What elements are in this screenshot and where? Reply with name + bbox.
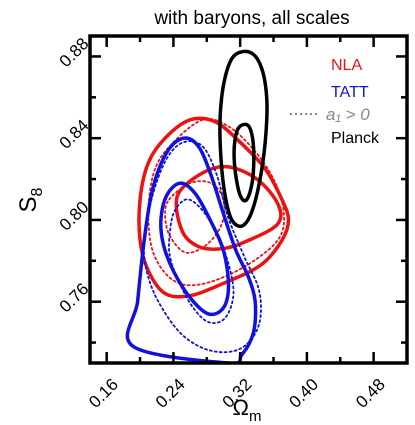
legend-label-nla: NLA (331, 57, 362, 74)
plot-frame (88, 34, 409, 365)
legend-label-a1: a₁ > 0 (326, 105, 370, 124)
contour-3-1 (168, 198, 235, 324)
x-tick-label: 0.48 (352, 375, 389, 412)
contour-4-1 (232, 122, 256, 203)
contour-1-1 (164, 180, 226, 254)
contour-1-0 (147, 118, 285, 287)
contour-layer (125, 49, 291, 363)
y-tick-labels: 0.76 0.80 0.84 0.88 (56, 34, 93, 316)
y-tick-label: 0.80 (56, 198, 93, 235)
chart-title: with baryons, all scales (153, 8, 349, 29)
y-tick-label: 0.88 (56, 34, 93, 71)
y-tick-label: 0.76 (56, 279, 93, 316)
contour-2-1 (159, 181, 231, 317)
x-tick-label: 0.24 (152, 375, 189, 412)
legend: NLA TATT a₁ > 0 Planck (290, 57, 380, 147)
contour-3-0 (142, 140, 262, 354)
legend-label-tatt: TATT (331, 84, 369, 101)
legend-label-planck: Planck (331, 130, 380, 147)
y-axis-label: S8 (15, 187, 46, 212)
contour-0-0 (137, 116, 291, 299)
x-axis-label: Ωm (233, 395, 262, 425)
contour-4-0 (218, 49, 269, 229)
x-tick-label: 0.16 (85, 375, 122, 412)
x-tick-label: 0.40 (285, 375, 322, 412)
y-tick-label: 0.84 (56, 116, 93, 153)
